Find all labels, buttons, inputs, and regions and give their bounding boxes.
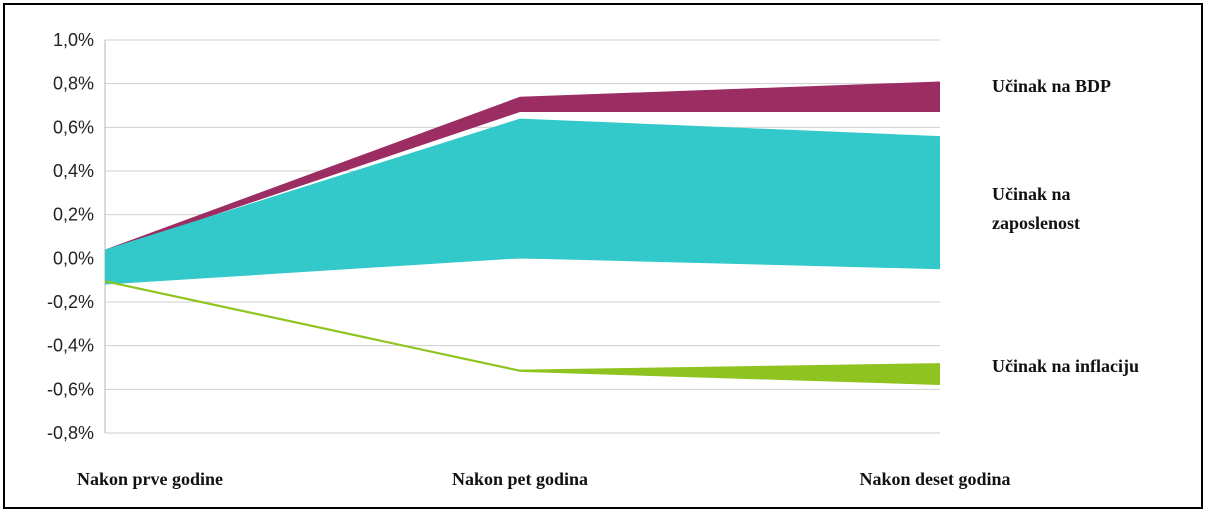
y-tick-label: -0,4% — [47, 336, 94, 356]
y-tick-label: 0,0% — [53, 248, 94, 268]
legend-label: Učinak na BDP — [992, 76, 1111, 96]
legend-label: Učinak na — [992, 184, 1071, 204]
y-tick-label: 0,4% — [53, 161, 94, 181]
y-tick-label: -0,8% — [47, 423, 94, 443]
legend-label: zaposlenost — [992, 213, 1080, 233]
x-category-label: Nakon pet godina — [452, 469, 588, 489]
y-tick-label: -0,6% — [47, 379, 94, 399]
y-tick-label: 0,8% — [53, 74, 94, 94]
x-axis-categories: Nakon prve godine Nakon pet godina Nakon d… — [77, 469, 1011, 489]
legend-label: Učinak na inflaciju — [992, 356, 1139, 376]
y-tick-label: 0,6% — [53, 117, 94, 137]
area-inflation — [105, 280, 940, 385]
x-category-label: Nakon deset godina — [859, 469, 1010, 489]
x-category-label: Nakon prve godine — [77, 469, 223, 489]
y-tick-label: 1,0% — [53, 30, 94, 50]
y-axis-ticks: 1,0% 0,8% 0,6% 0,4% 0,2% 0,0% -0,2% -0,4% -0,6% -… — [47, 30, 94, 443]
series-areas — [105, 81, 940, 385]
y-tick-label: -0,2% — [47, 292, 94, 312]
area-employment — [105, 118, 940, 285]
y-tick-label: 0,2% — [53, 205, 94, 225]
area-gdp — [105, 81, 940, 252]
legend: Učinak na BDP Učinak na zaposlenost Učinak … — [992, 76, 1139, 376]
